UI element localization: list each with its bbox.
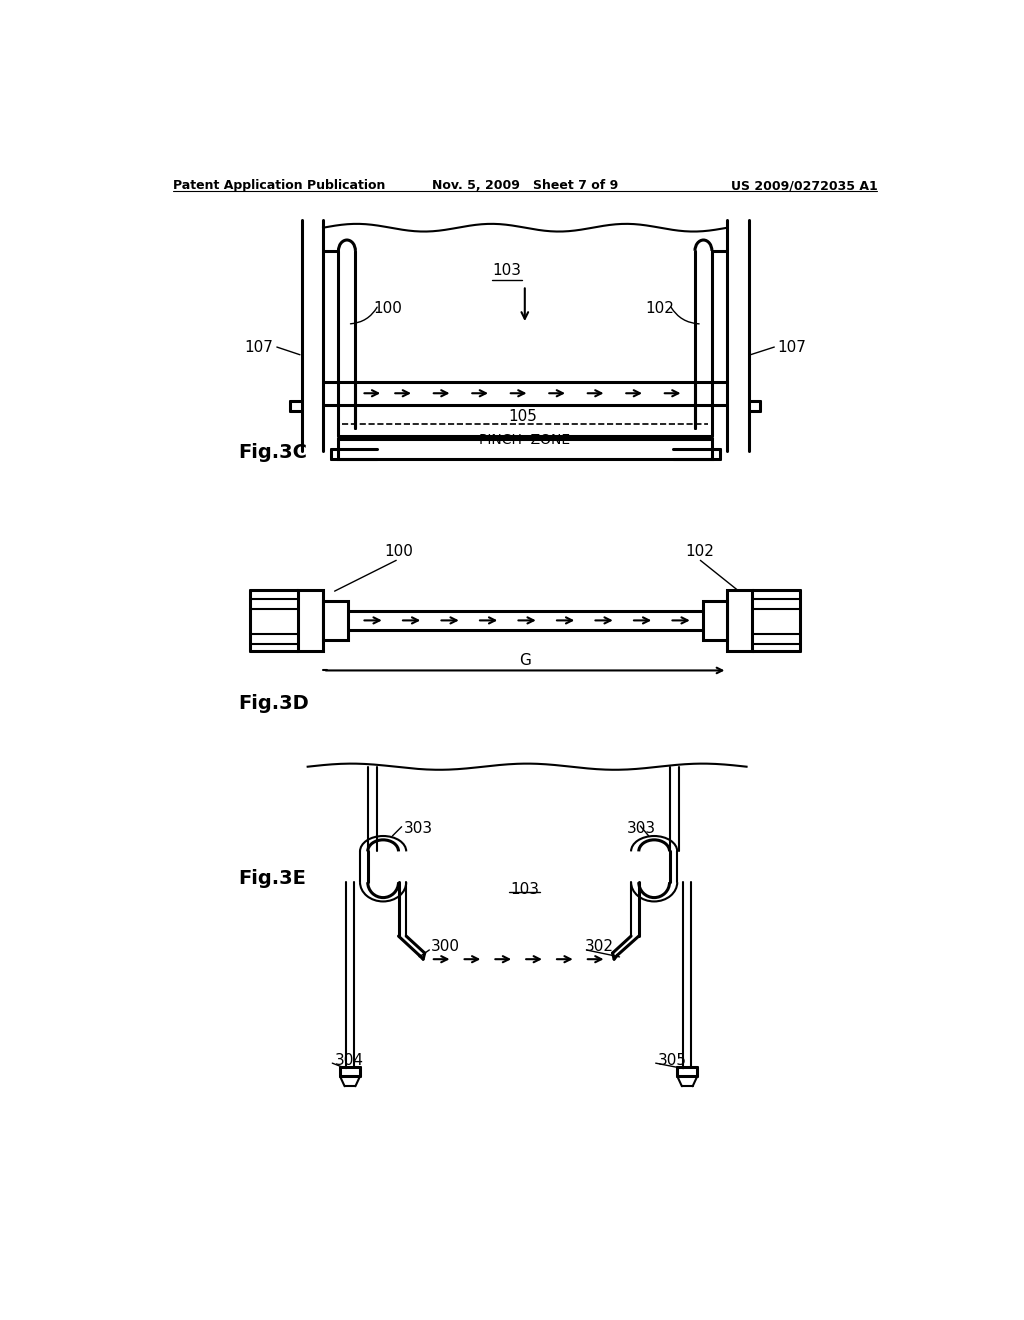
- Text: 305: 305: [658, 1053, 687, 1068]
- Text: 303: 303: [403, 821, 433, 836]
- Text: 300: 300: [431, 939, 460, 953]
- Text: 100: 100: [385, 544, 414, 558]
- Text: 102: 102: [645, 301, 674, 315]
- Text: 102: 102: [685, 544, 714, 558]
- Text: Nov. 5, 2009   Sheet 7 of 9: Nov. 5, 2009 Sheet 7 of 9: [432, 180, 617, 193]
- Text: 107: 107: [244, 339, 273, 355]
- Text: Fig.3E: Fig.3E: [239, 869, 306, 888]
- Text: 303: 303: [628, 821, 656, 836]
- Text: 105: 105: [508, 409, 537, 425]
- Text: 103: 103: [510, 882, 540, 898]
- Bar: [339, 440, 712, 459]
- Text: Fig.3D: Fig.3D: [239, 693, 309, 713]
- Text: 103: 103: [492, 263, 521, 277]
- Bar: [298, 590, 323, 651]
- Text: PINCH  ZONE: PINCH ZONE: [479, 433, 570, 446]
- Text: 304: 304: [335, 1053, 364, 1068]
- Text: US 2009/0272035 A1: US 2009/0272035 A1: [731, 180, 878, 193]
- Text: 100: 100: [373, 301, 402, 315]
- Bar: [702, 601, 727, 640]
- Text: 107: 107: [777, 339, 806, 355]
- Bar: [727, 590, 752, 651]
- Text: Fig.3C: Fig.3C: [239, 444, 307, 462]
- Bar: [323, 601, 348, 640]
- Text: 302: 302: [585, 939, 613, 953]
- Text: G: G: [519, 653, 530, 668]
- Text: Patent Application Publication: Patent Application Publication: [173, 180, 385, 193]
